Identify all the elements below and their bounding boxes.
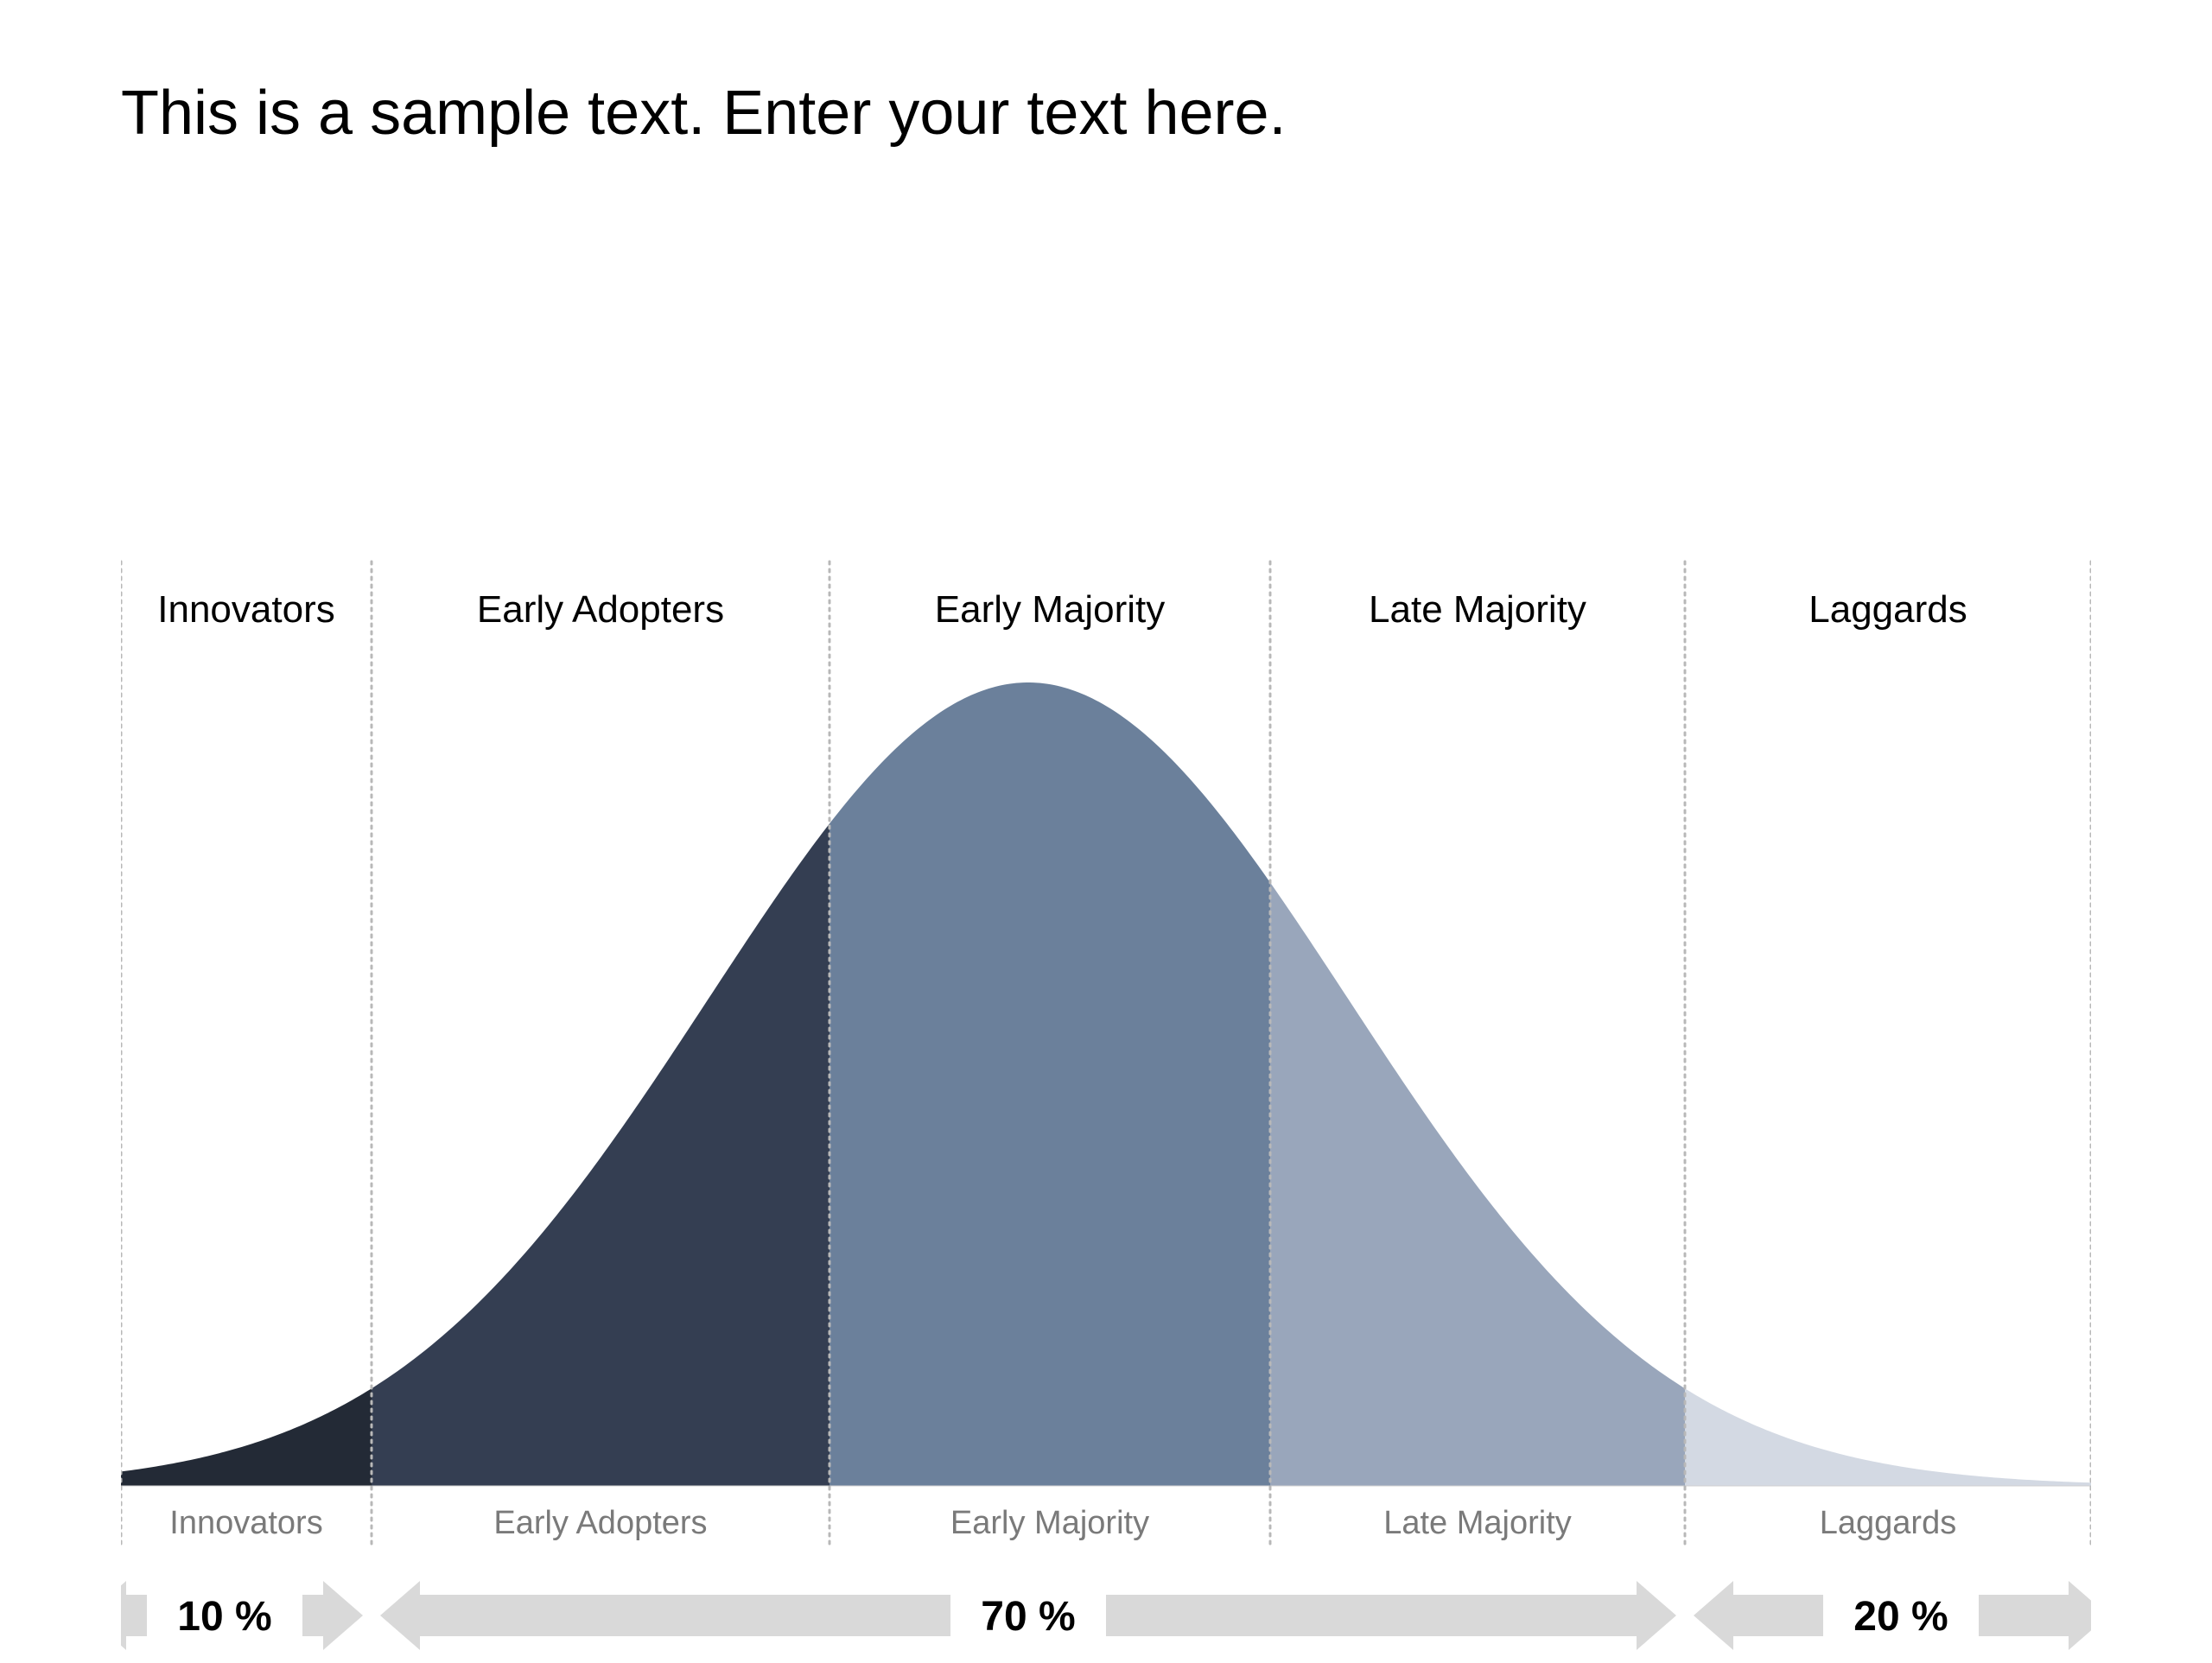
segment-early-majority	[830, 674, 1270, 1495]
percent-label-g1: 10 %	[177, 1594, 271, 1640]
segment-label-bottom-laggards: Laggards	[1820, 1505, 1956, 1541]
segment-laggards	[1685, 674, 2091, 1495]
segment-label-bottom-early-adopters: Early Adopters	[493, 1505, 707, 1541]
percent-label-g2: 70 %	[981, 1594, 1075, 1640]
arrow-right-g1	[302, 1581, 363, 1650]
segment-label-top-late-majority: Late Majority	[1369, 588, 1586, 631]
segment-label-top-early-majority: Early Majority	[935, 588, 1166, 631]
arrow-right-g3	[1979, 1581, 2091, 1650]
arrow-left-g2	[380, 1581, 950, 1650]
chart-svg: Innovators Early Adopters Early Majority La…	[121, 0, 2091, 1659]
segment-label-bottom-late-majority: Late Majority	[1383, 1505, 1572, 1541]
arrow-left-g1	[121, 1581, 147, 1650]
segment-early-adopters	[372, 674, 830, 1495]
segment-late-majority	[1270, 674, 1685, 1495]
segment-label-top-early-adopters: Early Adopters	[477, 588, 724, 631]
segment-label-bottom-innovators: Innovators	[169, 1505, 322, 1541]
arrow-right-g2	[1106, 1581, 1676, 1650]
segment-innovators	[121, 674, 372, 1495]
slide: This is a sample text. Enter your text h…	[0, 0, 2212, 1659]
segment-label-top-innovators: Innovators	[157, 588, 334, 631]
adoption-curve-chart: Innovators Early Adopters Early Majority La…	[121, 0, 2091, 1659]
percent-label-g3: 20 %	[1853, 1594, 1948, 1640]
segment-label-top-laggards: Laggards	[1808, 588, 1967, 631]
segment-label-bottom-early-majority: Early Majority	[950, 1505, 1149, 1541]
arrow-left-g3	[1694, 1581, 1823, 1650]
